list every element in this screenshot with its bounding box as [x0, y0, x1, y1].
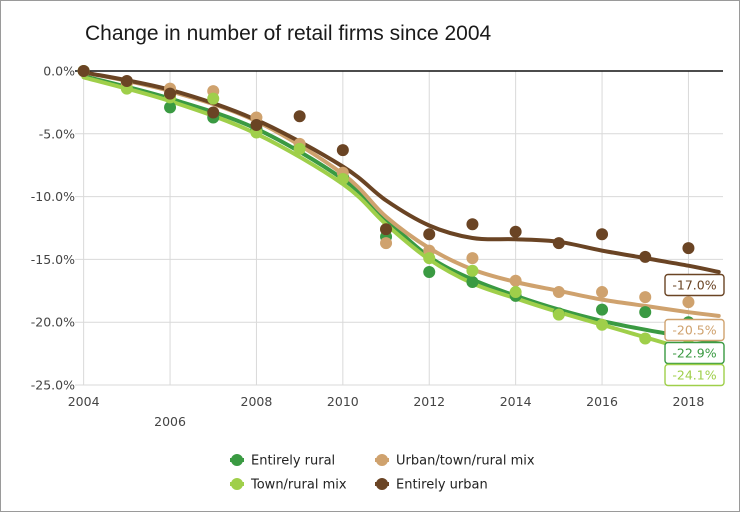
end-label-entirely-urban: -17.0% [672, 278, 716, 293]
data-point-entirely-urban [423, 228, 436, 241]
data-point-urban-town-rural-mix [639, 291, 652, 304]
point-layer [77, 65, 695, 351]
legend-swatch-dot [376, 478, 388, 490]
data-point-entirely-urban [552, 237, 565, 250]
data-point-urban-town-rural-mix [552, 286, 565, 299]
end-label-box-urban-town-rural-mix [664, 318, 725, 342]
end-label-entirely-rural: -22.9% [672, 346, 716, 361]
x-tick-label: 2012 [413, 394, 445, 409]
data-point-entirely-urban [207, 106, 220, 119]
end-label-box-entirely-urban [664, 273, 725, 297]
y-tick-label: -20.0% [31, 315, 75, 330]
axis-layer: 0.0% -5.0% -10.0% -15.0% -20.0% -25.0%2004 200… [31, 64, 723, 429]
grid-layer [75, 71, 723, 386]
legend-label: Entirely urban [396, 478, 488, 493]
x-tick-label: 2016 [586, 394, 618, 409]
legend: Entirely rural Urban/town/rural mix Town/r… [230, 454, 535, 493]
end-label-urban-town-rural-mix: -20.5% [672, 323, 716, 338]
data-point-town-rural-mix [336, 173, 349, 186]
data-point-urban-town-rural-mix [380, 237, 393, 250]
x-tick-label: 2010 [327, 394, 359, 409]
legend-swatch-dot [231, 454, 243, 466]
data-point-town-rural-mix [639, 332, 652, 345]
legend-label: Town/rural mix [250, 478, 347, 493]
y-tick-label: -15.0% [31, 252, 75, 267]
chart-title: Change in number of retail firms since 2… [85, 22, 492, 45]
data-point-urban-town-rural-mix [682, 296, 695, 309]
legend-label: Urban/town/rural mix [396, 454, 535, 469]
data-point-entirely-urban [250, 119, 263, 132]
data-point-entirely-rural [596, 303, 609, 316]
y-tick-label: -25.0% [31, 378, 75, 393]
data-point-entirely-urban [466, 218, 479, 231]
data-point-town-rural-mix [466, 264, 479, 277]
y-tick-label: -10.0% [31, 189, 75, 204]
trend-line-urban-town-rural-mix [81, 70, 721, 318]
trend-layer [81, 70, 721, 361]
data-point-entirely-urban [682, 242, 695, 255]
data-point-urban-town-rural-mix [466, 252, 479, 265]
trend-line-entirely-rural [81, 74, 721, 346]
data-point-entirely-urban [336, 144, 349, 157]
end-label-box-entirely-rural [664, 341, 725, 365]
legend-label: Entirely rural [251, 454, 335, 469]
data-point-entirely-rural [423, 265, 436, 278]
x-tick-label: 2008 [241, 394, 273, 409]
data-point-town-rural-mix [509, 286, 522, 299]
data-point-entirely-urban [164, 87, 177, 100]
data-point-town-rural-mix [596, 318, 609, 331]
data-point-town-rural-mix [423, 252, 436, 265]
end-label-box-town-rural-mix [664, 363, 725, 387]
data-point-town-rural-mix [293, 142, 306, 155]
data-point-entirely-urban [293, 110, 306, 123]
legend-swatch-dot [231, 478, 243, 490]
data-point-entirely-rural [639, 306, 652, 319]
data-point-entirely-rural [164, 101, 177, 114]
x-tick-label: 2018 [673, 394, 705, 409]
trend-line-town-rural-mix [81, 75, 721, 361]
data-point-entirely-urban [120, 75, 133, 88]
x-tick-label: 2014 [500, 394, 532, 409]
y-tick-label: -5.0% [39, 126, 75, 141]
data-point-urban-town-rural-mix [596, 286, 609, 299]
legend-swatch-dot [376, 454, 388, 466]
data-point-urban-town-rural-mix [509, 274, 522, 287]
y-tick-label: 0.0% [43, 64, 75, 79]
data-point-entirely-urban [596, 228, 609, 241]
x-tick-label: 2004 [68, 394, 100, 409]
end-label-town-rural-mix: -24.1% [672, 368, 716, 383]
data-point-entirely-urban [77, 65, 90, 77]
end-label-layer: -22.9% -20.5% -24.1% -17.0% [664, 273, 725, 387]
data-point-town-rural-mix [207, 92, 220, 105]
data-point-entirely-urban [639, 250, 652, 263]
data-point-entirely-urban [509, 225, 522, 238]
data-point-entirely-rural [466, 276, 479, 289]
data-point-town-rural-mix [552, 308, 565, 321]
data-point-entirely-urban [380, 223, 393, 236]
x-tick-label: 2006 [154, 414, 186, 429]
